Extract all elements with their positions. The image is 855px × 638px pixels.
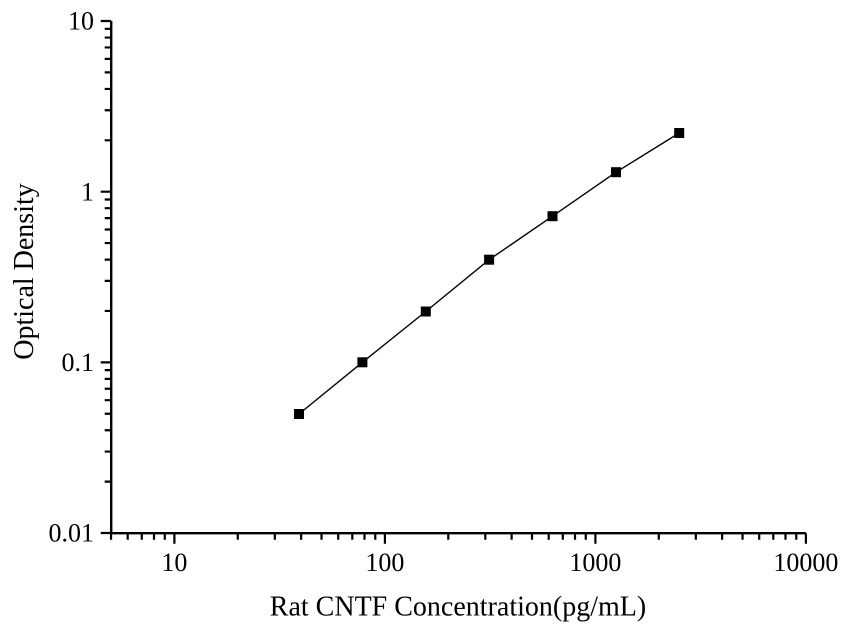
svg-text:0.1: 0.1 <box>62 348 95 377</box>
svg-text:10: 10 <box>68 7 94 36</box>
svg-text:100: 100 <box>365 548 404 577</box>
svg-text:1: 1 <box>81 177 94 206</box>
svg-text:Rat CNTF Concentration(pg/mL): Rat CNTF Concentration(pg/mL) <box>270 592 646 623</box>
svg-text:Optical Density: Optical Density <box>9 183 40 360</box>
svg-text:0.01: 0.01 <box>49 519 95 548</box>
svg-text:10: 10 <box>161 548 187 577</box>
svg-text:1000: 1000 <box>569 548 621 577</box>
svg-text:10000: 10000 <box>773 548 838 577</box>
